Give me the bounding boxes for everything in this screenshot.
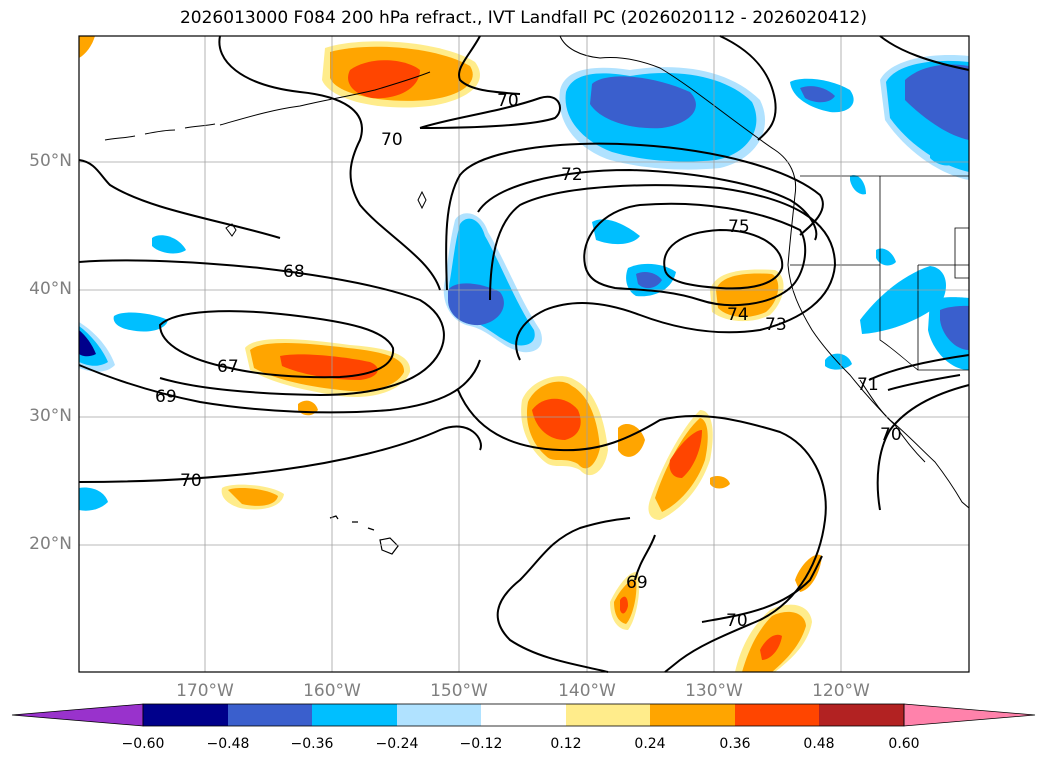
longitude-label: 120°W (812, 681, 870, 701)
contour-label: 70 (180, 471, 202, 491)
contour-label: 71 (857, 375, 879, 395)
contour-label: 69 (155, 387, 177, 407)
colorbar (11, 703, 1036, 727)
refractivity-contours (78, 35, 970, 673)
latitude-label: 40°N (29, 279, 72, 299)
contour-label: 68 (283, 262, 305, 282)
map-panel (79, 36, 969, 672)
latitude-label: 50°N (29, 151, 72, 171)
colorbar-tick-label: 0.24 (634, 736, 666, 752)
contour-label: 70 (726, 611, 748, 631)
contour-label: 70 (880, 425, 902, 445)
contour-label: 70 (497, 91, 519, 111)
longitude-label: 150°W (430, 681, 488, 701)
contour-label: 70 (381, 130, 403, 150)
contour-label: 75 (728, 217, 750, 237)
colorbar-tick-label: 0.48 (803, 736, 835, 752)
colorbar-tick-label: −0.12 (459, 736, 503, 752)
contour-label: 69 (626, 573, 648, 593)
contour-label-group: 70 70 72 75 68 67 69 74 73 71 70 70 69 7… (155, 91, 902, 631)
longitude-label: 170°W (176, 681, 234, 701)
colorbar-tick-label: −0.48 (206, 736, 250, 752)
map-title: 2026013000 F084 200 hPa refract., IVT La… (179, 8, 867, 28)
longitude-label: 140°W (558, 681, 616, 701)
colorbar-tick-label: 0.60 (888, 736, 920, 752)
colorbar-tick-label: −0.36 (290, 736, 334, 752)
colorbar-tick-label: 0.12 (550, 736, 582, 752)
colorbar-tick-label: −0.60 (121, 736, 165, 752)
latitude-label: 30°N (29, 406, 72, 426)
colorbar-tick-label: 0.36 (719, 736, 751, 752)
contour-label: 67 (217, 357, 239, 377)
longitude-label: 160°W (303, 681, 361, 701)
colorbar-tick-label: −0.24 (375, 736, 419, 752)
contour-label: 72 (561, 165, 583, 185)
frame (78, 35, 970, 673)
contour-label: 73 (765, 315, 787, 335)
contour-label: 74 (727, 305, 749, 325)
longitude-label: 130°W (685, 681, 743, 701)
gridlines (79, 36, 969, 672)
latitude-label: 20°N (29, 534, 72, 554)
